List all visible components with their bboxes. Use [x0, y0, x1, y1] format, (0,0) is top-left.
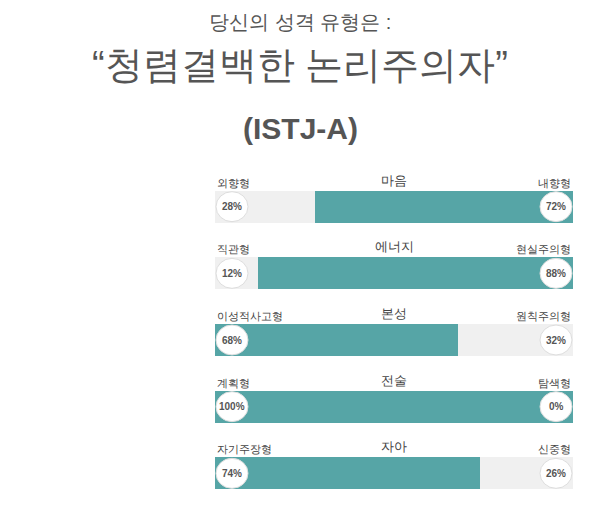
svg-text:68%: 68% [222, 335, 242, 346]
svg-text:100%: 100% [219, 401, 245, 412]
svg-text:직관형: 직관형 [217, 243, 250, 255]
svg-text:26%: 26% [546, 468, 566, 479]
svg-text:현실주의형: 현실주의형 [516, 243, 571, 255]
svg-text:(ISTJ-A): (ISTJ-A) [243, 112, 358, 145]
svg-text:원칙주의형: 원칙주의형 [516, 310, 571, 322]
svg-text:“청렴결백한 논리주의자”: “청렴결백한 논리주의자” [92, 44, 508, 86]
svg-text:에너지: 에너지 [375, 239, 414, 254]
svg-text:본성: 본성 [381, 306, 407, 321]
svg-text:88%: 88% [546, 268, 566, 279]
svg-text:당신의 성격 유형은 :: 당신의 성격 유형은 : [209, 11, 391, 33]
svg-text:탐색형: 탐색형 [538, 377, 571, 389]
svg-text:0%: 0% [549, 401, 564, 412]
svg-text:74%: 74% [222, 468, 242, 479]
svg-text:외향형: 외향형 [217, 177, 250, 189]
svg-text:자아: 자아 [381, 439, 407, 454]
svg-text:72%: 72% [546, 201, 566, 212]
svg-text:내향형: 내향형 [538, 177, 571, 189]
svg-text:전술: 전술 [381, 373, 407, 388]
svg-text:12%: 12% [222, 268, 242, 279]
svg-text:계획형: 계획형 [217, 377, 250, 389]
svg-text:자기주장형: 자기주장형 [217, 443, 272, 455]
svg-text:마음: 마음 [381, 173, 407, 188]
svg-text:이성적사고형: 이성적사고형 [217, 310, 283, 322]
svg-text:32%: 32% [546, 335, 566, 346]
svg-text:28%: 28% [222, 201, 242, 212]
svg-text:신중형: 신중형 [538, 443, 571, 455]
